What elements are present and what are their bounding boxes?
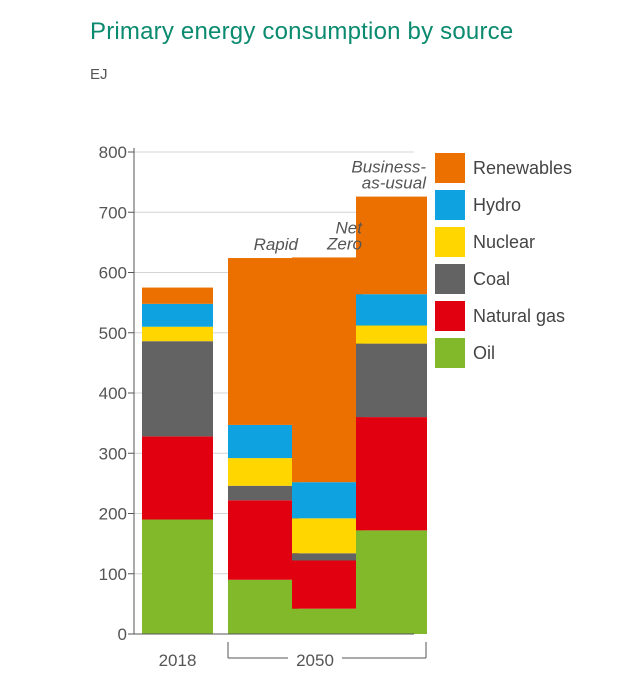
y-tick-label: 300: [99, 444, 127, 463]
bar-segment-renewables: [142, 287, 213, 304]
bar-segment-nuclear: [228, 458, 299, 486]
bar-segment-coal: [228, 485, 299, 501]
legend-swatch-oil: [435, 338, 465, 368]
legend-label: Nuclear: [473, 232, 535, 252]
y-tick-label: 400: [99, 384, 127, 403]
y-tick-label: 500: [99, 324, 127, 343]
legend-swatch-hydro: [435, 190, 465, 220]
bar-segment-oil: [356, 530, 427, 634]
bar-segment-nuclear: [292, 518, 363, 554]
bar-segment-oil: [292, 608, 363, 634]
legend-label: Natural gas: [473, 306, 565, 326]
x-category-label: 2018: [159, 651, 197, 670]
legend-swatch-nuclear: [435, 227, 465, 257]
legend-swatch-coal: [435, 264, 465, 294]
unit-label: EJ: [90, 66, 108, 83]
bar-segment-hydro: [228, 424, 299, 459]
bar-segment-hydro: [292, 482, 363, 519]
bar-segment-hydro: [356, 294, 427, 326]
bar-segment-nuclear: [142, 326, 213, 342]
y-tick-label: 600: [99, 264, 127, 283]
y-tick-label: 800: [99, 143, 127, 162]
legend-swatch-renewables: [435, 153, 465, 183]
bar-segment-renewables: [292, 257, 363, 483]
y-tick-label: 700: [99, 203, 127, 222]
y-tick-label: 200: [99, 505, 127, 524]
legend-label: Hydro: [473, 195, 521, 215]
scenario-label-rapid: Rapid: [254, 235, 299, 254]
group-bracket: 2050: [227, 642, 427, 670]
scenario-label-net-zero: Net Zero: [326, 218, 363, 253]
group-label: 2050: [296, 651, 334, 670]
scenario-label-business-as-usual: Business-as-usual: [351, 158, 427, 193]
bar-segment-natural-gas: [292, 560, 363, 609]
bar-segment-coal: [142, 341, 213, 437]
legend-label: Renewables: [473, 158, 572, 178]
y-tick-label: 0: [118, 625, 127, 644]
bar-segment-natural-gas: [356, 417, 427, 531]
legend-label: Oil: [473, 343, 495, 363]
bar-segment-natural-gas: [228, 500, 299, 580]
bar-segment-nuclear: [356, 325, 427, 344]
bar-segment-oil: [142, 519, 213, 634]
bar-segment-natural-gas: [142, 436, 213, 520]
bar-segment-oil: [228, 579, 299, 634]
legend-label: Coal: [473, 269, 510, 289]
bar-segment-renewables: [356, 196, 427, 295]
bar-segment-coal: [356, 343, 427, 418]
bar-segment-renewables: [228, 258, 299, 425]
chart-title: Primary energy consumption by source: [90, 18, 514, 45]
bar-segment-hydro: [142, 303, 213, 327]
bar-segment-coal: [292, 553, 363, 561]
y-tick-label: 100: [99, 565, 127, 584]
legend-swatch-natural-gas: [435, 301, 465, 331]
